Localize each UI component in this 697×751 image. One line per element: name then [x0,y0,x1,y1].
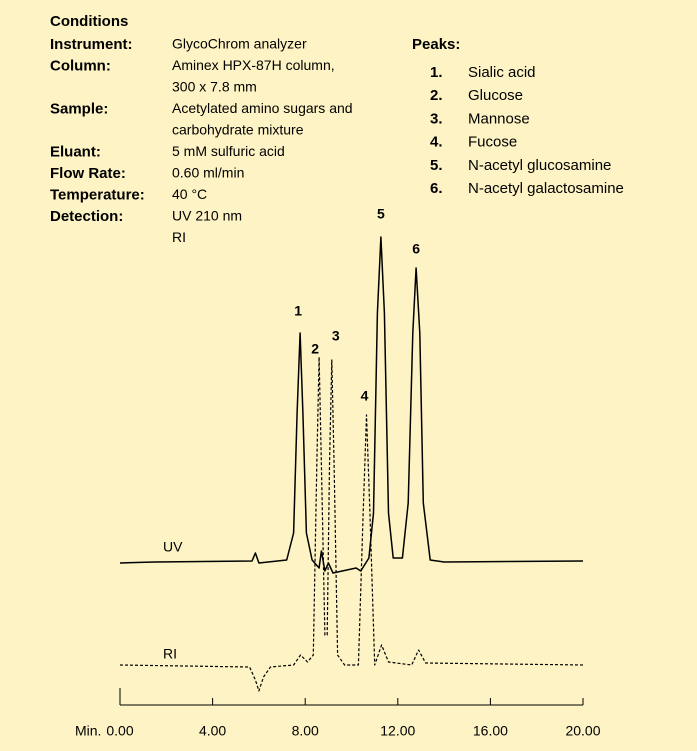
peak-number: 5. [430,157,443,174]
condition-label: Column: [50,57,111,74]
condition-value: GlycoChrom analyzer [172,36,307,52]
x-tick-label: 8.00 [292,723,319,739]
peak-name: Fucose [468,134,517,151]
peak-label: 3 [332,328,340,344]
peak-number: 2. [430,87,443,104]
trace-label: UV [163,539,183,555]
trace [119,236,584,574]
condition-value: 40 °C [172,186,207,202]
peak-name: Sialic acid [468,64,536,81]
peak-label: 2 [311,341,319,357]
trace-label: RI [163,646,177,662]
peak-name: N-acetyl galactosamine [468,180,624,197]
peaks-title: Peaks: [412,36,460,53]
peak-number: 4. [430,134,443,151]
x-tick-label: 20.00 [565,723,600,739]
condition-value: 0.60 ml/min [172,165,244,181]
condition-label: Sample: [50,100,108,117]
condition-value: Acetylated amino sugars and [172,100,353,116]
trace [119,356,584,692]
peak-label: 6 [412,241,420,257]
condition-value: 300 x 7.8 mm [172,79,257,95]
condition-value: RI [172,229,186,245]
condition-value: 5 mM sulfuric acid [172,143,285,159]
x-axis-label: Min. [75,723,101,739]
peak-label: 5 [377,206,385,222]
peak-name: Glucose [468,87,523,104]
conditions-title: Conditions [50,13,128,30]
x-tick-label: 4.00 [199,723,226,739]
condition-value: Aminex HPX-87H column, [172,57,335,73]
x-tick-label: 0.00 [106,723,133,739]
peak-number: 1. [430,64,443,81]
x-tick-label: 16.00 [473,723,508,739]
condition-value: UV 210 nm [172,208,242,224]
condition-label: Instrument: [50,36,133,53]
peak-label: 1 [294,303,302,319]
condition-label: Detection: [50,208,123,225]
condition-value: carbohydrate mixture [172,122,304,138]
peak-label: 4 [361,388,369,404]
condition-label: Flow Rate: [50,165,126,182]
peak-name: N-acetyl glucosamine [468,157,611,174]
x-tick-label: 12.00 [380,723,415,739]
peak-number: 6. [430,180,443,197]
condition-label: Temperature: [50,186,145,203]
peak-number: 3. [430,110,443,127]
peak-name: Mannose [468,110,530,127]
condition-label: Eluant: [50,143,101,160]
